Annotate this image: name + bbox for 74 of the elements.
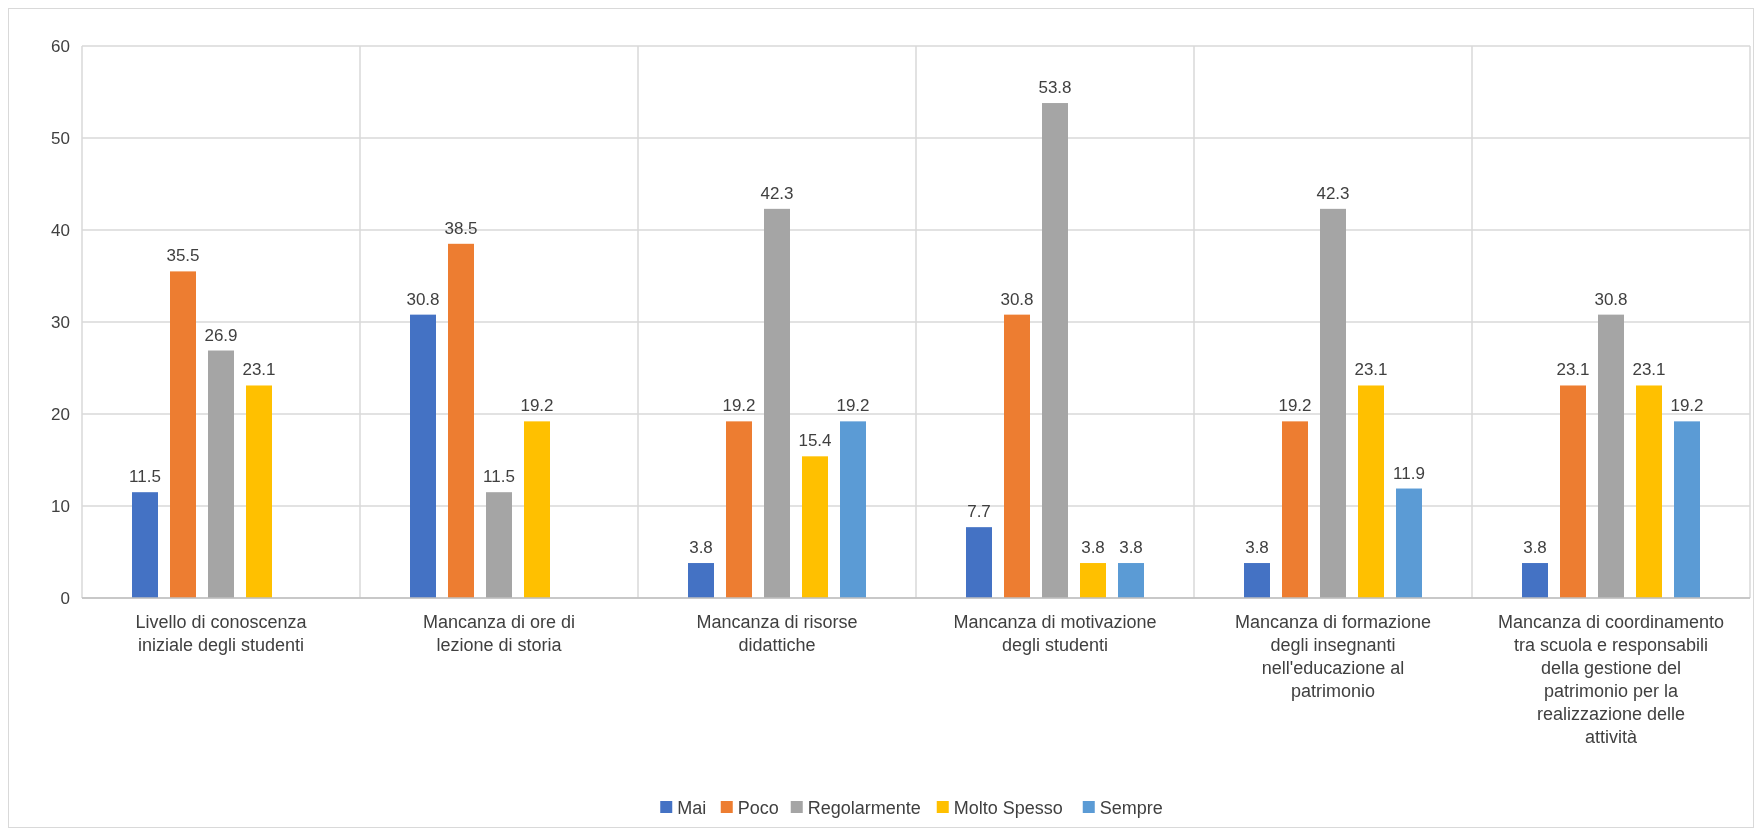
data-label: 26.9 [204,325,238,345]
data-label: 38.5 [444,218,478,238]
bar [726,421,752,598]
data-label: 23.1 [1632,360,1666,380]
y-tick-label: 40 [51,220,70,240]
bar [132,492,158,598]
bar [1636,385,1662,598]
bar [524,421,550,598]
x-tick-label: Mancanza di ore di lezione di storia [422,612,576,655]
data-label: 19.2 [836,396,870,416]
legend-label: Regolarmente [807,798,921,819]
bar [1396,488,1422,598]
bar [486,492,512,598]
legend-label: Molto Spesso [953,798,1063,819]
x-tick-label: Mancanza di formazione degli insegnanti nell'educazione al patrimonio [1234,612,1432,701]
data-label: 30.8 [1000,289,1034,309]
bar [448,243,474,598]
bar [1042,103,1068,598]
data-label: 11.9 [1393,463,1425,483]
data-label: 19.2 [520,396,554,416]
y-tick-label: 10 [51,496,70,516]
bar [688,563,714,598]
legend-label: Sempre [1099,798,1163,819]
bar [1522,563,1548,598]
data-label: 3.8 [1523,538,1547,558]
data-label: 3.8 [1245,538,1269,558]
bar [1244,563,1270,598]
y-tick-label: 60 [51,36,70,56]
x-tick-label: Mancanza di coordinamento tra scuola e responsabili della gestione del patrimonio per la realizzazione delle attività [1497,612,1725,747]
bar [170,271,196,598]
bar [1080,563,1106,598]
bar [1674,421,1700,598]
data-label: 11.5 [483,467,515,487]
data-label: 42.3 [1316,183,1350,203]
bar [1118,563,1144,598]
bar [1320,208,1346,598]
x-tick-label: Livello di conoscenza iniziale degli studenti [135,612,308,655]
bar [764,208,790,598]
x-tick-label: Mancanza di motivazione degli studenti [953,612,1157,655]
x-tick-label: Mancanza di risorse didattiche [696,612,858,655]
data-label: 19.2 [1278,396,1312,416]
bar [1004,314,1030,598]
bar [410,314,436,598]
data-label: 3.8 [1081,538,1105,558]
data-label: 15.4 [798,431,832,451]
bar [1358,385,1384,598]
data-label: 23.1 [242,360,276,380]
data-label: 30.8 [1594,289,1628,309]
data-label: 23.1 [1556,360,1590,380]
bar [1560,385,1586,598]
y-tick-label: 50 [51,128,70,148]
data-label: 3.8 [1119,538,1143,558]
bar [802,456,828,598]
data-label: 19.2 [722,396,756,416]
data-label: 19.2 [1670,396,1704,416]
bar [1282,421,1308,598]
y-tick-label: 0 [60,588,70,608]
bar [1598,314,1624,598]
data-label: 30.8 [406,289,440,309]
y-tick-label: 20 [51,404,70,424]
bar [840,421,866,598]
data-label: 7.7 [967,502,991,522]
bar [208,350,234,598]
data-label: 42.3 [760,183,794,203]
data-label: 3.8 [689,538,713,558]
legend-label: Mai [677,798,707,819]
legend-label: Poco [737,798,779,819]
data-label: 23.1 [1354,360,1388,380]
data-label: 53.8 [1038,78,1072,98]
data-label: 11.5 [129,467,161,487]
bar [246,385,272,598]
y-tick-label: 30 [51,312,70,332]
data-label: 35.5 [166,246,200,266]
bar [966,527,992,598]
